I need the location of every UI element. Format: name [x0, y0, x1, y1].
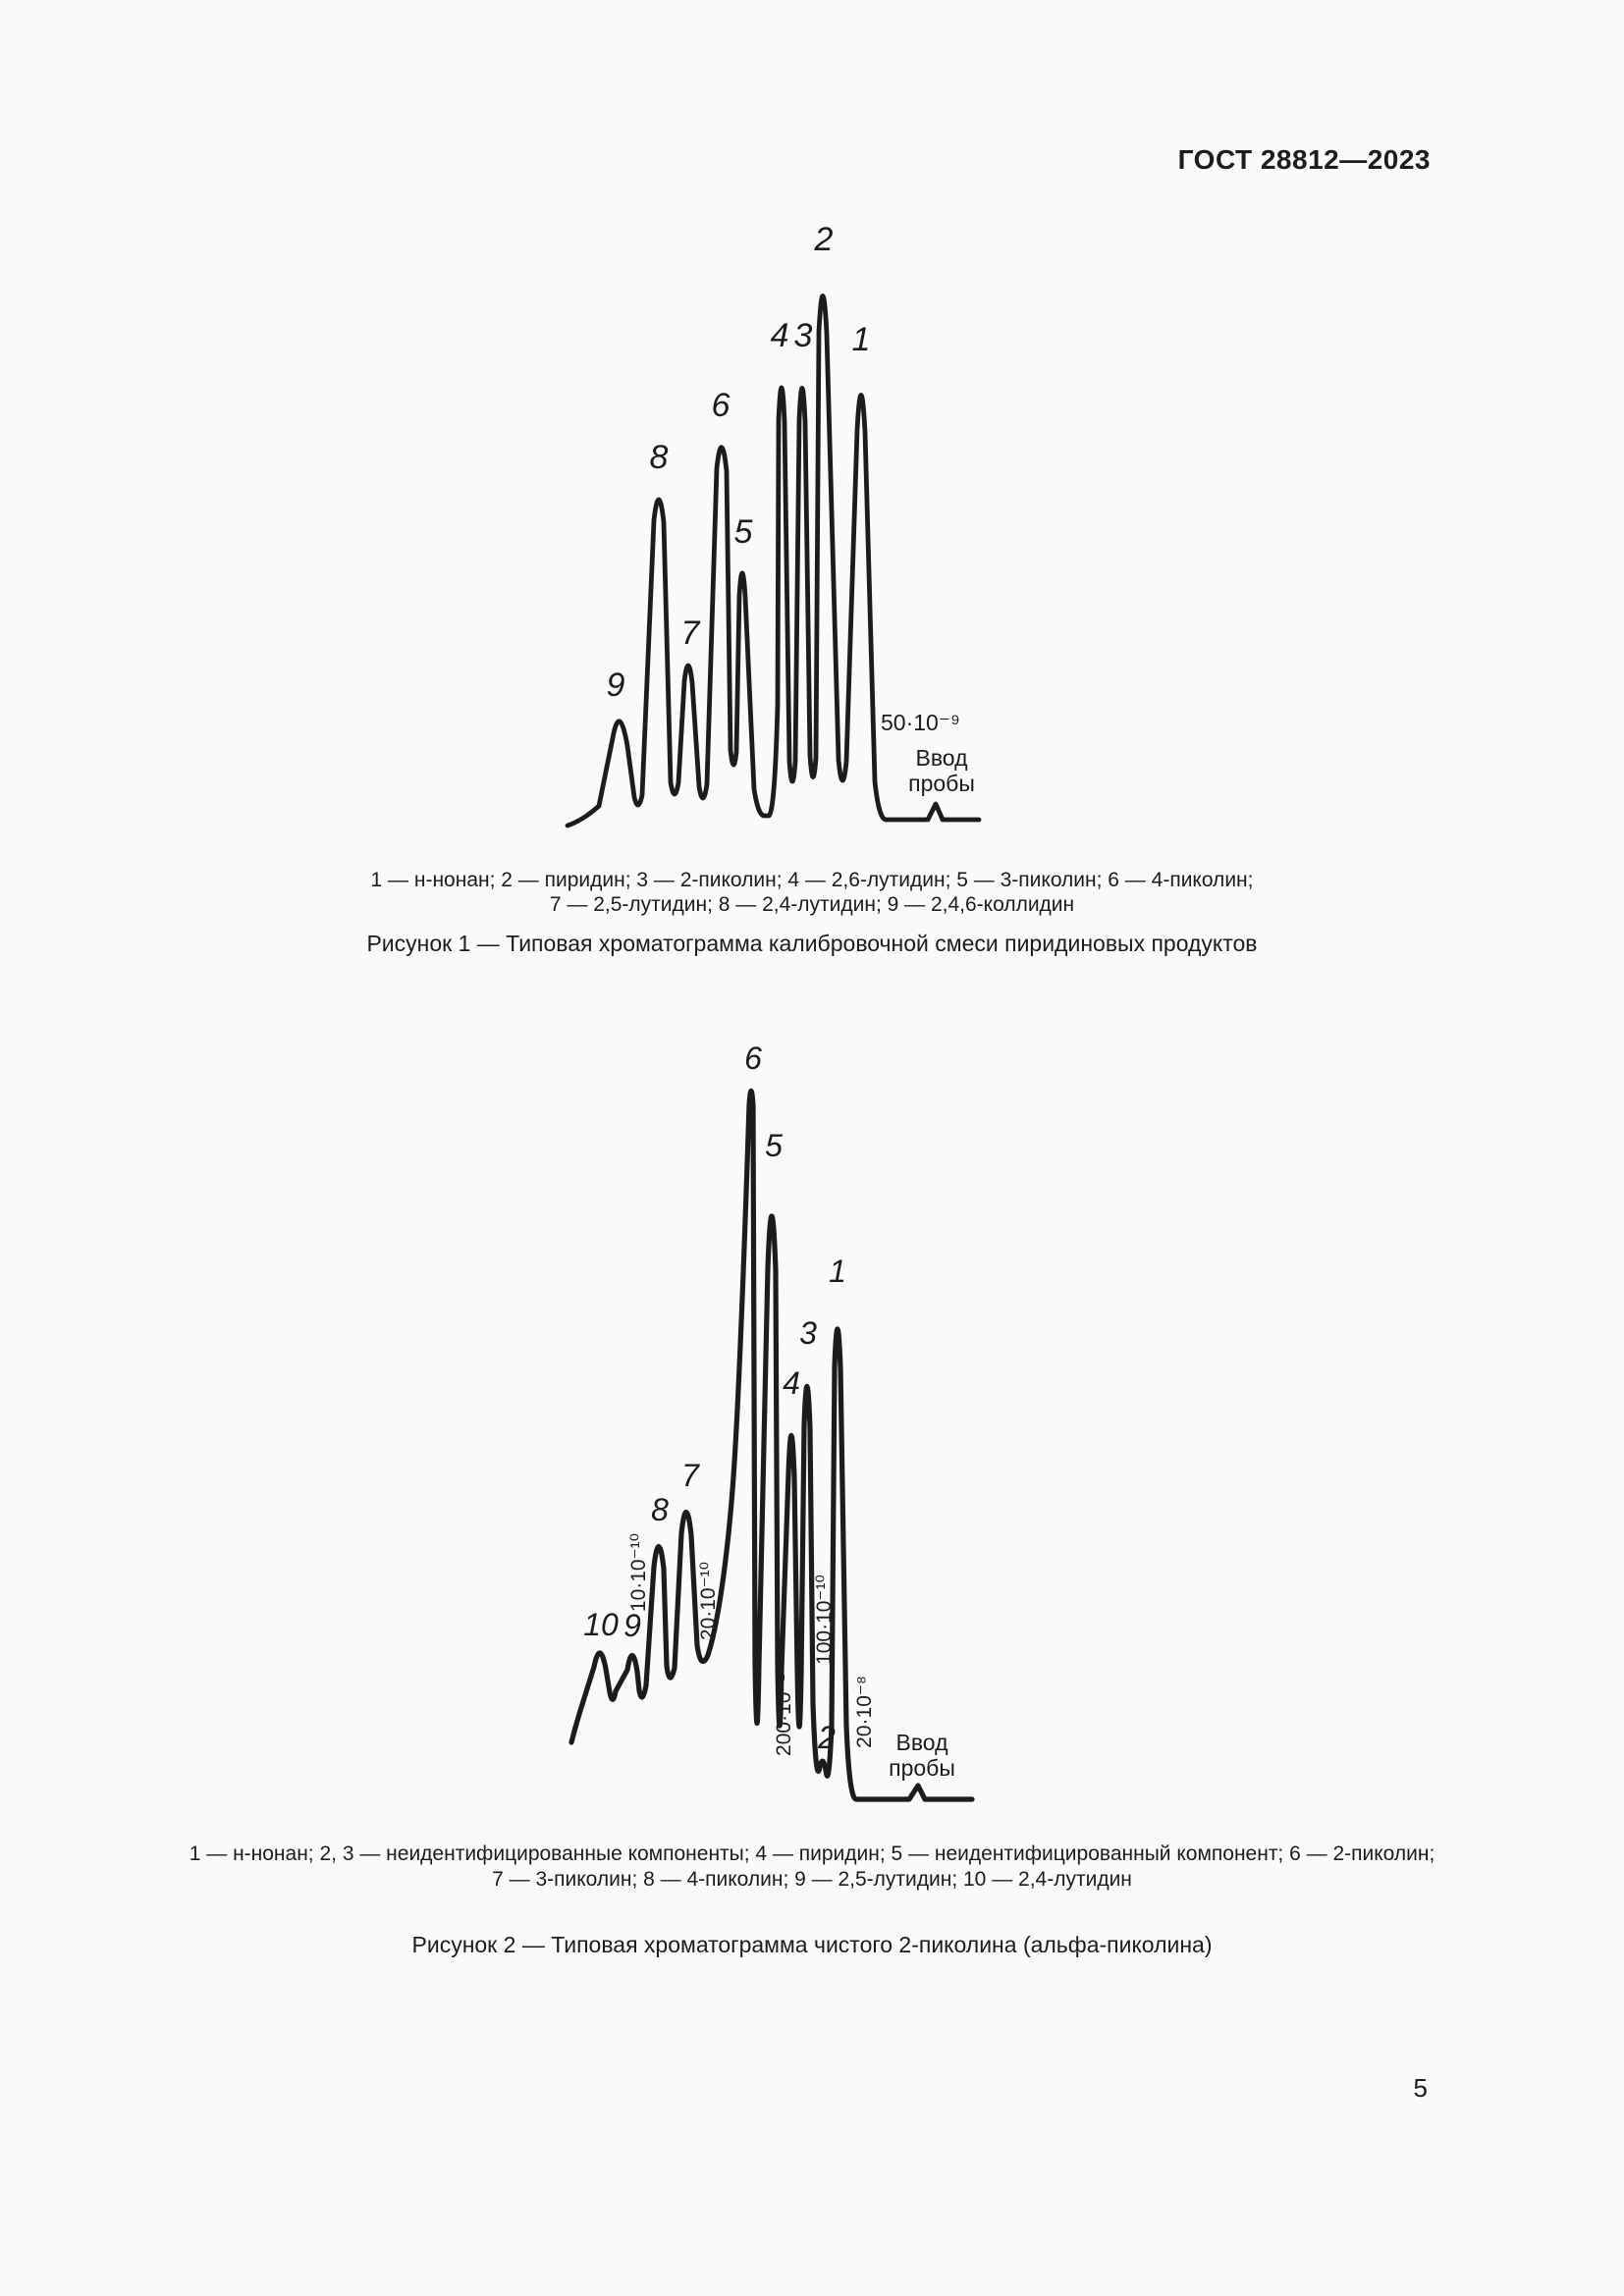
fig1-peak-label-8: 8	[650, 439, 669, 476]
figure1-chromatogram: 9 8 7 6 5 4 3 2 1 50·10⁻⁹ Ввод пробы	[565, 221, 982, 828]
figure2-chromatogram: 10 9 8 7 6 5 4 3 2 1 10·10⁻¹⁰ 20·10⁻¹⁰ 2…	[568, 1041, 975, 1802]
fig1-peak-label-6: 6	[712, 387, 731, 424]
document-title: ГОСТ 28812—2023	[1177, 144, 1431, 175]
fig2-injection-label-line1: Ввод	[895, 1730, 948, 1755]
fig1-peak-label-5: 5	[734, 513, 753, 551]
fig1-peak-label-9: 9	[607, 667, 625, 704]
fig1-peak-label-2: 2	[814, 221, 834, 258]
fig2-scale-label-20e-8: 20·10⁻⁸	[853, 1676, 876, 1748]
figure2-title: Рисунок 2 — Типовая хроматограмма чистог…	[411, 1932, 1213, 1957]
figure1-title: Рисунок 1 — Типовая хроматограмма калибр…	[366, 931, 1258, 956]
figure2-caption-line2: 7 — 3-пиколин; 8 — 4-пиколин; 9 — 2,5-лу…	[492, 1868, 1132, 1891]
fig1-peak-label-3: 3	[794, 317, 813, 354]
fig1-injection-label-line2: пробы	[908, 771, 975, 796]
fig2-injection-label-line2: пробы	[889, 1755, 955, 1781]
fig2-peak-label-4: 4	[783, 1365, 800, 1401]
fig1-injection-label-line1: Ввод	[915, 745, 968, 771]
figure1-trace	[565, 294, 982, 828]
fig1-peak-label-7: 7	[681, 614, 701, 652]
fig2-peak-label-7: 7	[681, 1458, 700, 1493]
fig2-peak-label-10: 10	[583, 1607, 619, 1642]
figure2-caption: 1 — н-нонан; 2, 3 — неидентифицированные…	[0, 1842, 1624, 1893]
figure2-trace	[568, 1088, 975, 1802]
figure2-caption-line1: 1 — н-нонан; 2, 3 — неидентифицированные…	[189, 1842, 1435, 1865]
fig2-scale-label-100e-10: 100·10⁻¹⁰	[813, 1575, 836, 1665]
fig1-peak-label-4: 4	[771, 317, 789, 354]
fig1-peak-label-1: 1	[852, 321, 871, 358]
fig2-peak-label-6: 6	[744, 1041, 762, 1076]
fig2-scale-label-200e-10: 200·10⁻¹⁰	[773, 1666, 795, 1756]
fig2-peak-label-9: 9	[623, 1608, 641, 1643]
fig2-peak-label-8: 8	[651, 1492, 669, 1527]
fig2-scale-label-10e-10: 10·10⁻¹⁰	[627, 1533, 650, 1612]
fig2-peak-label-3: 3	[799, 1315, 817, 1351]
fig2-scale-label-20e-10: 20·10⁻¹⁰	[697, 1562, 720, 1640]
figure1-caption-line1: 1 — н-нонан; 2 — пиридин; 3 — 2-пиколин;…	[370, 869, 1254, 891]
fig1-scale-label: 50·10⁻⁹	[881, 710, 960, 735]
figure1-caption-line2: 7 — 2,5-лутидин; 8 — 2,4-лутидин; 9 — 2,…	[549, 893, 1075, 916]
fig2-peak-label-2: 2	[817, 1720, 836, 1755]
fig2-peak-label-5: 5	[765, 1128, 783, 1163]
figure1-caption: 1 — н-нонан; 2 — пиридин; 3 — 2-пиколин;…	[0, 868, 1624, 917]
page-number: 5	[1413, 2073, 1428, 2103]
fig2-peak-label-1: 1	[829, 1254, 846, 1289]
